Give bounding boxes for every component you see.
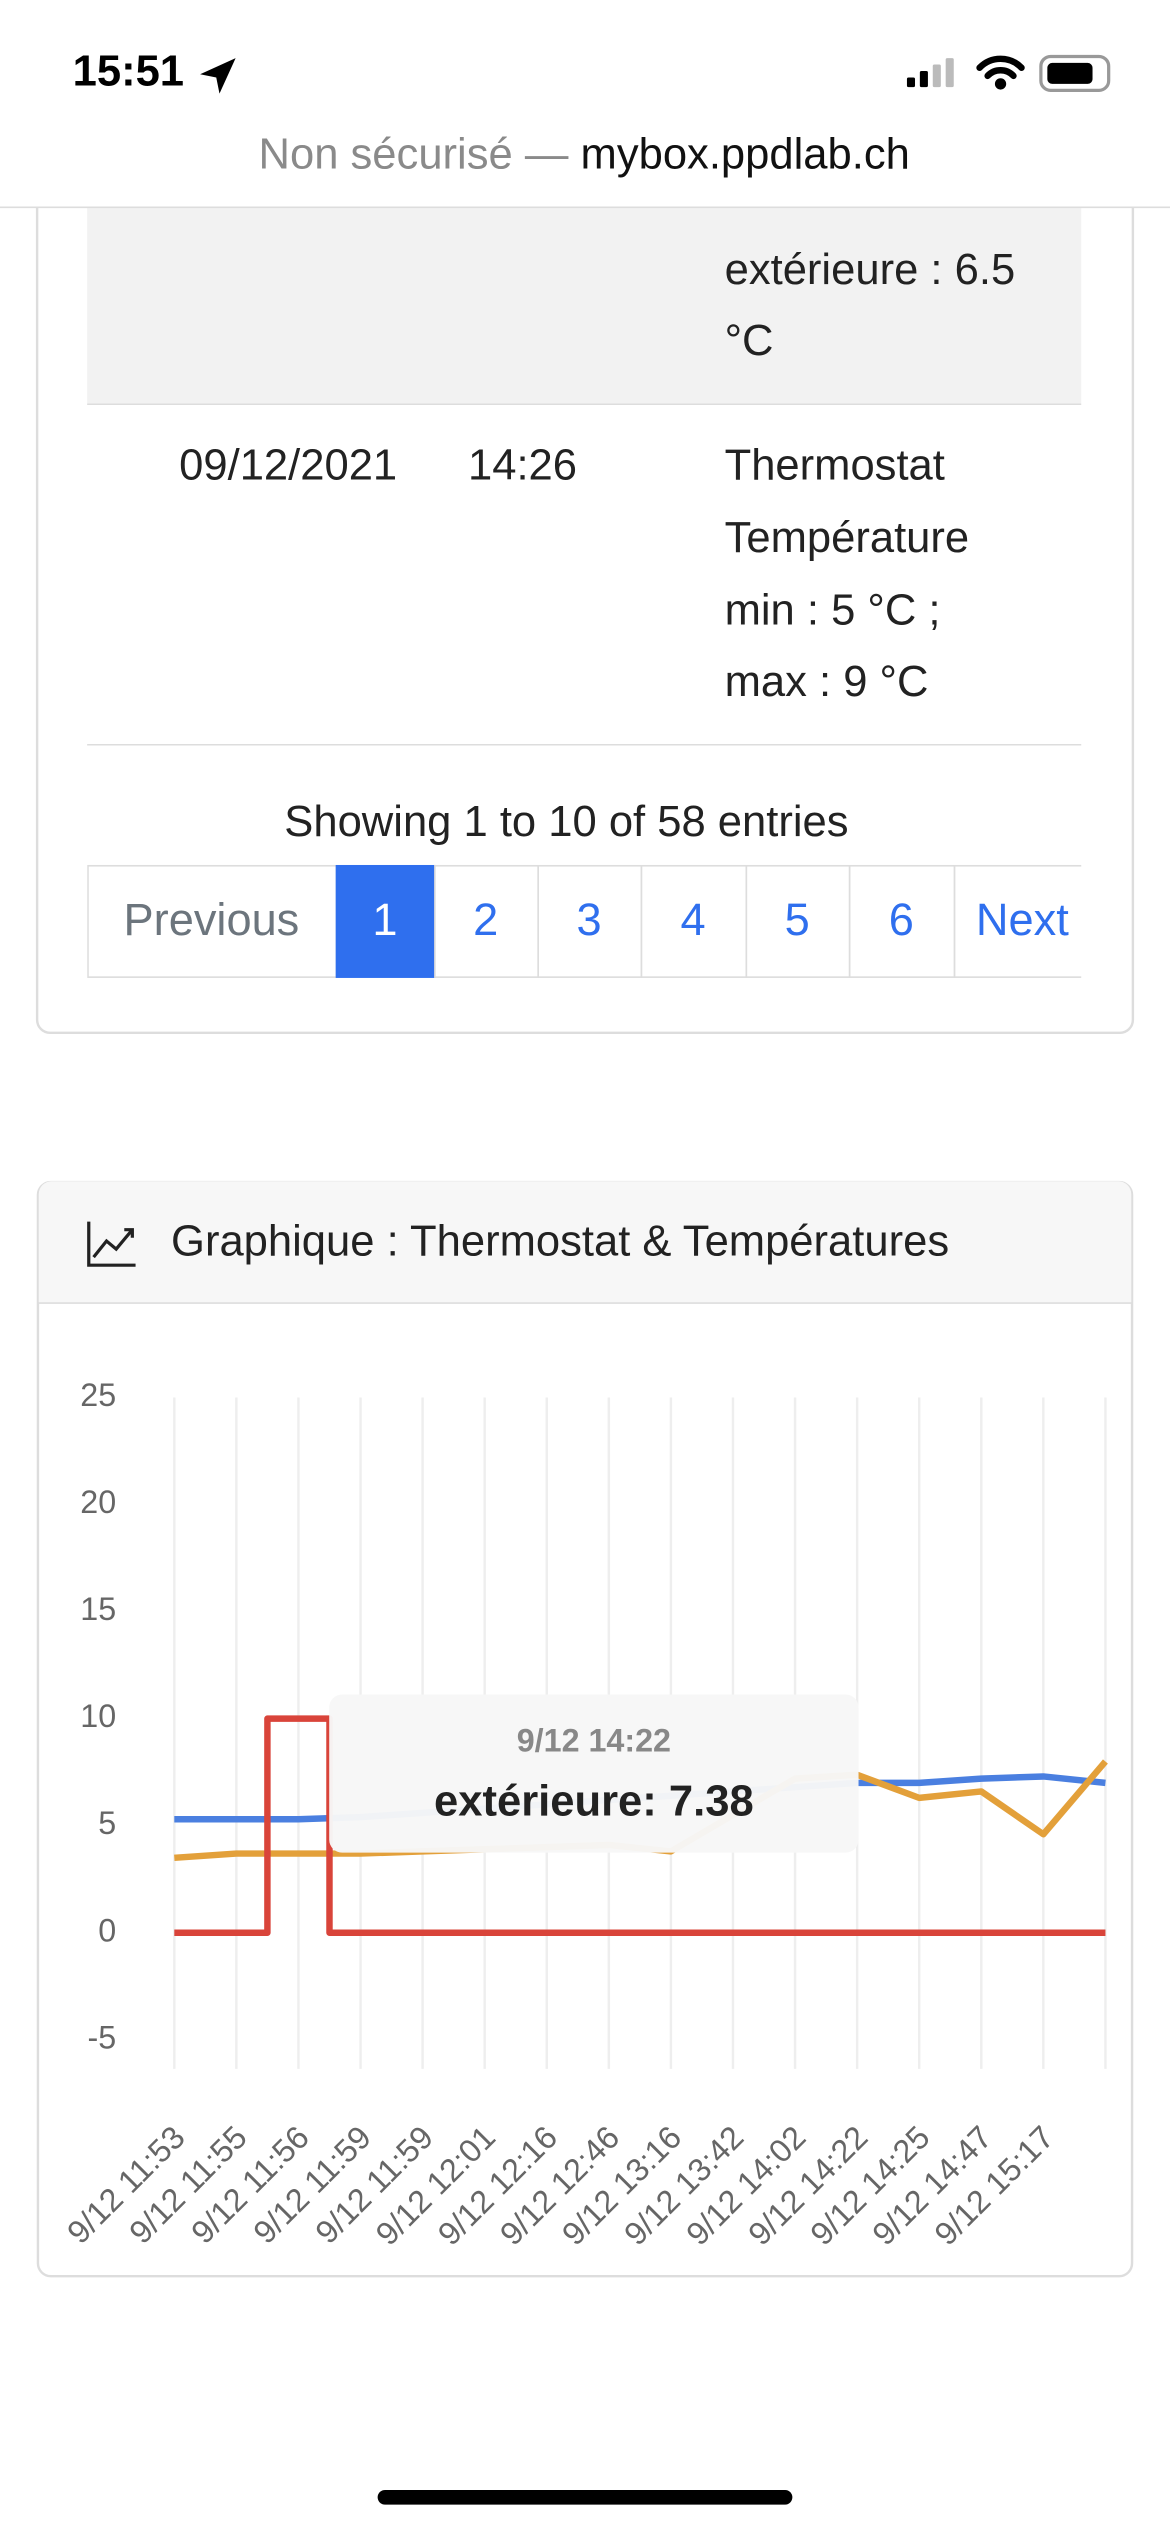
card-border	[35, 161, 1135, 1035]
cell-text: Thermostat	[725, 442, 945, 490]
page-label[interactable]: 5	[785, 894, 810, 945]
cell-text: min : 5 °C ;	[725, 587, 941, 635]
page-label[interactable]: 1	[372, 894, 397, 945]
tooltip-body: extérieure: 7.38	[434, 1778, 754, 1826]
location-icon	[200, 58, 236, 94]
card-header-bg	[38, 1181, 1132, 1303]
tooltip-box	[329, 1694, 859, 1853]
page-label[interactable]: 3	[576, 894, 601, 945]
cell-text: extérieure : 6.5	[725, 246, 1016, 294]
wifi-icon	[976, 55, 1025, 90]
cell-text: max : 9 °C	[725, 658, 929, 706]
y-tick-label: 15	[80, 1591, 116, 1627]
tooltip-title: 9/12 14:22	[517, 1722, 671, 1758]
page-button[interactable]	[640, 864, 748, 978]
page-label[interactable]: Next	[976, 894, 1069, 945]
battery-level	[1047, 62, 1093, 84]
page-button[interactable]	[434, 864, 540, 978]
page-button[interactable]	[745, 864, 851, 978]
page-button[interactable]	[848, 864, 956, 978]
card-header: Graphique : Thermostat & Températures	[171, 1218, 949, 1266]
cell-text: °C	[725, 317, 774, 365]
cell-date: 09/12/2021	[179, 442, 397, 490]
y-tick-label: 5	[98, 1805, 116, 1841]
page-label[interactable]: 2	[473, 894, 498, 945]
page-button[interactable]	[87, 864, 338, 978]
home-indicator	[377, 2490, 793, 2505]
page-label[interactable]: 6	[889, 894, 914, 945]
y-tick-label: 25	[80, 1377, 116, 1413]
cell-text: Température	[725, 514, 970, 562]
address: Non sécurisé — mybox.ppdlab.ch	[259, 130, 910, 178]
page-label[interactable]: Previous	[124, 894, 300, 945]
battery-icon	[1039, 54, 1111, 92]
address-domain: mybox.ppdlab.ch	[581, 130, 910, 178]
pagination: Previous 1 2 3 4 5 6 Next	[87, 864, 1131, 978]
y-tick-label: -5	[87, 2019, 116, 2055]
browser-bar	[0, 0, 1170, 207]
signal-icon	[906, 58, 954, 88]
address-prefix: Non sécurisé —	[259, 130, 569, 178]
y-tick-label: 10	[80, 1698, 116, 1734]
chart-icon	[87, 1221, 136, 1267]
clock: 15:51	[73, 48, 184, 96]
page-button[interactable]	[537, 864, 643, 978]
page-button[interactable]	[953, 864, 1131, 978]
table-info: Showing 1 to 10 of 58 entries	[284, 798, 848, 846]
y-tick-label: 20	[80, 1484, 116, 1520]
page-button[interactable]	[335, 864, 436, 978]
cell-time: 14:26	[468, 442, 577, 490]
line-series	[174, 1715, 1106, 1936]
y-tick-label: 0	[98, 1912, 116, 1948]
page-label[interactable]: 4	[681, 894, 706, 945]
